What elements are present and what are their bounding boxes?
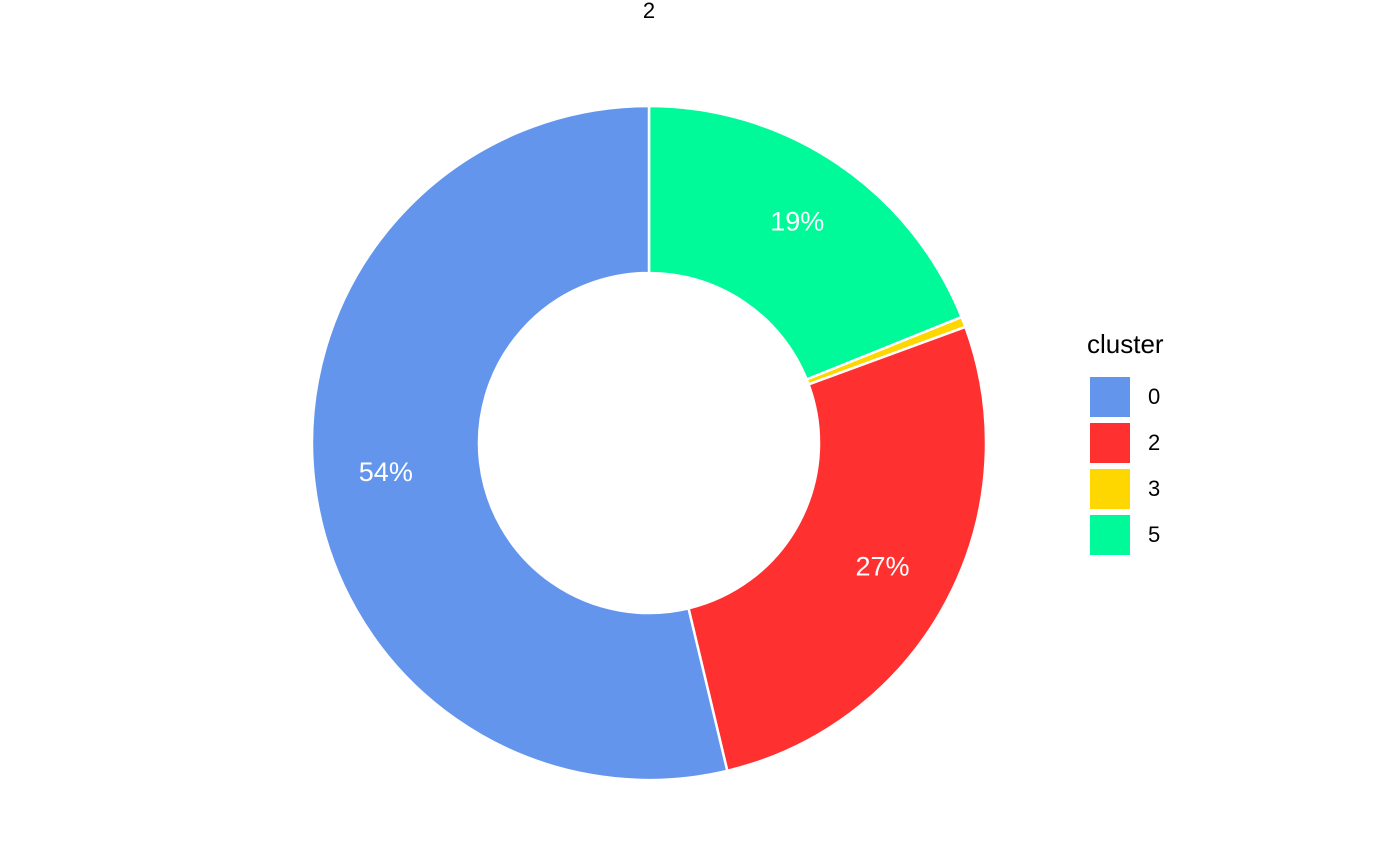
slice: [647, 104, 964, 382]
value-label: 54%: [359, 457, 413, 487]
legend-swatch: [1090, 469, 1130, 509]
chart-title: 2: [643, 0, 655, 23]
value-label: 27%: [856, 551, 910, 581]
slice: [686, 325, 988, 773]
slice: [310, 104, 729, 782]
legend-swatch: [1090, 515, 1130, 555]
legend-swatch: [1090, 423, 1130, 463]
legend-label: 5: [1148, 522, 1160, 547]
value-label: 19%: [770, 207, 824, 237]
legend-title: cluster: [1087, 329, 1164, 359]
legend-label: 0: [1148, 384, 1160, 409]
legend-label: 2: [1148, 430, 1160, 455]
legend-label: 3: [1148, 476, 1160, 501]
legend-swatch: [1090, 377, 1130, 417]
